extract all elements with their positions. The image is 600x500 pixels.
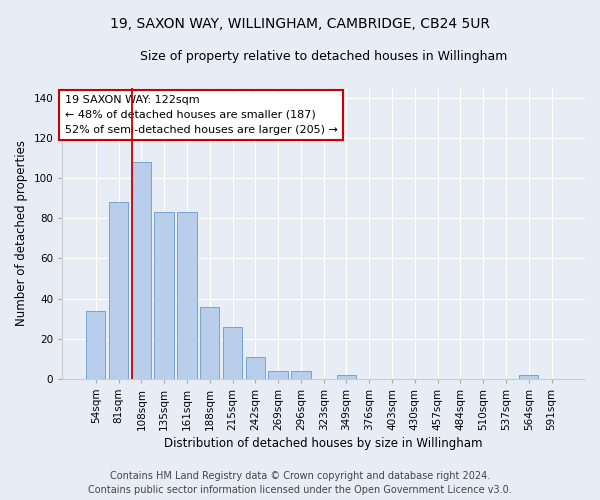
Bar <box>337 375 356 379</box>
Bar <box>268 371 288 379</box>
Bar <box>245 357 265 379</box>
Bar <box>131 162 151 379</box>
Bar <box>86 310 106 379</box>
Bar <box>154 212 174 379</box>
Text: 19, SAXON WAY, WILLINGHAM, CAMBRIDGE, CB24 5UR: 19, SAXON WAY, WILLINGHAM, CAMBRIDGE, CB… <box>110 18 490 32</box>
X-axis label: Distribution of detached houses by size in Willingham: Distribution of detached houses by size … <box>164 437 483 450</box>
Bar <box>200 306 220 379</box>
Bar <box>291 371 311 379</box>
Bar <box>177 212 197 379</box>
Bar <box>223 326 242 379</box>
Text: 19 SAXON WAY: 122sqm
← 48% of detached houses are smaller (187)
52% of semi-deta: 19 SAXON WAY: 122sqm ← 48% of detached h… <box>65 95 338 134</box>
Bar <box>519 375 538 379</box>
Title: Size of property relative to detached houses in Willingham: Size of property relative to detached ho… <box>140 50 508 63</box>
Bar <box>109 202 128 379</box>
Text: Contains HM Land Registry data © Crown copyright and database right 2024.
Contai: Contains HM Land Registry data © Crown c… <box>88 471 512 495</box>
Y-axis label: Number of detached properties: Number of detached properties <box>15 140 28 326</box>
